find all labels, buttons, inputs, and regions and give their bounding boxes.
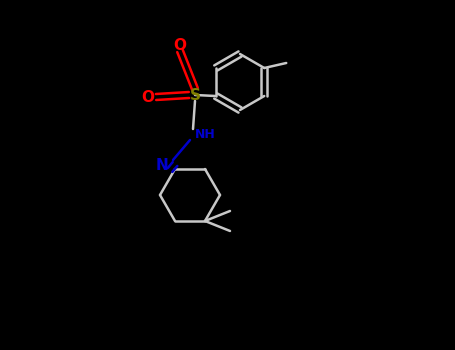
Text: NH: NH: [195, 128, 215, 141]
Text: S: S: [189, 88, 201, 103]
Text: O: O: [142, 90, 155, 105]
Text: N: N: [156, 158, 168, 173]
Text: O: O: [173, 37, 187, 52]
